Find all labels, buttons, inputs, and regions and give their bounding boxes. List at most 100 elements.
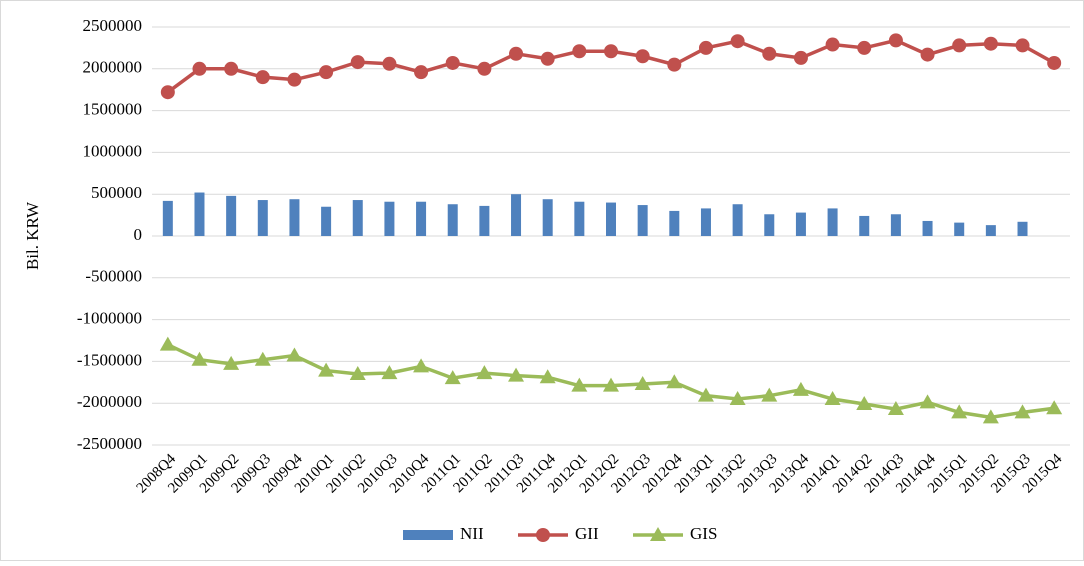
point: [729, 391, 746, 406]
point: [319, 65, 334, 80]
point: [223, 355, 240, 370]
y-tick-label: -1000000: [77, 309, 142, 328]
point: [224, 61, 239, 76]
bar: [985, 225, 996, 236]
y-tick-label: -2000000: [77, 392, 142, 411]
bar: [384, 201, 395, 236]
y-tick-label: 2500000: [83, 16, 143, 35]
bar: [542, 199, 553, 236]
point: [919, 394, 936, 409]
bar: [289, 199, 300, 236]
bar: [352, 200, 363, 236]
bar: [954, 222, 965, 236]
point: [982, 409, 999, 424]
point: [635, 49, 650, 64]
point: [381, 365, 398, 380]
point: [476, 365, 493, 380]
bar: [1017, 221, 1028, 236]
point: [571, 377, 588, 392]
point: [603, 377, 619, 392]
point: [762, 46, 777, 61]
point: [444, 370, 461, 385]
point: [667, 57, 682, 72]
bar: [162, 200, 173, 236]
y-tick-label: 2000000: [83, 58, 143, 77]
point: [255, 70, 270, 85]
point: [857, 40, 872, 55]
bar: [606, 202, 616, 236]
bar: [669, 210, 680, 236]
y-tick-label: 1000000: [83, 141, 143, 160]
bar: [859, 215, 870, 236]
point: [254, 351, 271, 366]
bar: [226, 195, 237, 236]
point: [983, 36, 998, 51]
bar: [574, 201, 585, 236]
point: [793, 50, 808, 65]
bar: [890, 214, 901, 236]
y-tick-label: -2500000: [77, 434, 142, 453]
point: [509, 46, 524, 61]
y-tick-label: 0: [134, 225, 143, 244]
point: [604, 44, 618, 59]
bar: [764, 214, 775, 236]
bar: [700, 208, 711, 236]
point: [792, 381, 809, 396]
bar: [194, 192, 205, 236]
bar: [321, 206, 332, 236]
point: [730, 34, 745, 49]
point: [540, 51, 555, 66]
bar: [511, 194, 522, 236]
legend-marker: [536, 528, 550, 542]
point: [477, 61, 492, 76]
legend-label: GII: [575, 524, 599, 543]
point: [1046, 400, 1063, 415]
point: [318, 362, 335, 377]
bar: [447, 204, 458, 236]
y-axis-label: Bil. KRW: [23, 201, 42, 270]
point: [951, 404, 968, 419]
y-tick-label: -500000: [85, 267, 142, 286]
point: [192, 61, 207, 76]
point: [1014, 404, 1031, 419]
point: [572, 44, 587, 59]
point: [634, 375, 651, 390]
point: [666, 374, 683, 389]
point: [1015, 38, 1030, 53]
point: [920, 47, 935, 62]
point: [539, 369, 556, 384]
legend-label: GIS: [690, 524, 717, 543]
point: [349, 365, 366, 380]
bar: [795, 212, 806, 236]
point: [508, 367, 525, 382]
point: [414, 65, 429, 80]
point: [350, 55, 365, 70]
point: [413, 358, 430, 373]
legend-label: NII: [460, 524, 484, 543]
point: [159, 336, 176, 351]
y-tick-label: 1500000: [83, 100, 143, 119]
bar: [827, 208, 838, 236]
point: [160, 85, 175, 100]
y-tick-label: -1500000: [77, 350, 142, 369]
point: [697, 387, 714, 402]
point: [382, 56, 397, 71]
point: [287, 72, 302, 87]
point: [191, 351, 208, 366]
bar: [922, 220, 933, 236]
point: [761, 387, 778, 402]
bar: [416, 201, 427, 236]
bar: [732, 204, 743, 236]
point: [1047, 55, 1062, 70]
point: [445, 55, 460, 70]
point: [824, 391, 841, 406]
bar: [257, 200, 268, 236]
legend-marker: [650, 527, 666, 541]
point: [952, 38, 967, 53]
bar: [637, 205, 648, 236]
point: [286, 347, 303, 362]
point: [825, 37, 840, 52]
bar: [479, 205, 490, 236]
point: [856, 396, 873, 411]
